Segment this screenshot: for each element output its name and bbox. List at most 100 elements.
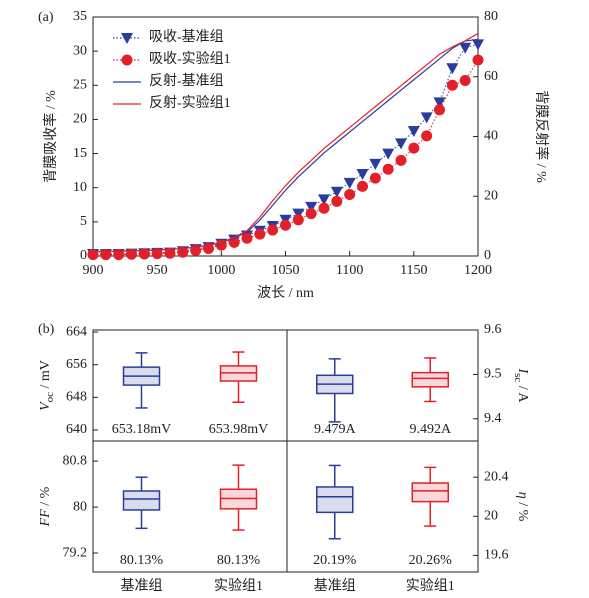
y-tick-label: 20.4 <box>484 469 509 484</box>
label-unit: / % <box>38 486 53 509</box>
label-unit: / mV <box>38 360 53 392</box>
x-tick-label: 基准组 <box>121 577 163 594</box>
circle-marker <box>254 228 266 240</box>
circle-marker <box>241 232 253 244</box>
y2-tick-label: 0 <box>484 248 491 263</box>
x-tick-label: 基准组 <box>314 577 356 594</box>
x-tick-label: 1050 <box>272 263 300 278</box>
x-tick-label: 1100 <box>336 263 363 278</box>
circle-marker <box>369 172 381 184</box>
x-tick-label: 实验组1 <box>406 578 455 594</box>
x-tick-label: 1200 <box>464 263 492 278</box>
triangle-marker <box>343 177 356 189</box>
circle-marker <box>292 214 304 226</box>
y-tick-label: 9.4 <box>484 411 502 426</box>
circle-marker <box>177 246 189 258</box>
x-tick-label: 1000 <box>207 263 235 278</box>
x-tick-label: 900 <box>83 263 104 278</box>
circle-marker <box>121 54 133 66</box>
label-unit: / A <box>515 382 530 403</box>
triangle-marker <box>459 42 472 54</box>
mean-annotation: 653.18mV <box>112 422 172 437</box>
circle-marker <box>318 202 330 214</box>
y-tick-label: 25 <box>73 78 87 93</box>
label-symbol: η <box>515 492 530 499</box>
triangle-marker <box>395 138 407 150</box>
legend-label: 反射-基准组 <box>149 72 224 89</box>
series-line <box>93 32 479 253</box>
label-subscript: oc <box>44 392 56 403</box>
y-tick-label: 20 <box>484 508 498 523</box>
circle-marker <box>421 130 433 142</box>
circle-marker <box>408 142 420 154</box>
y2-axis-label: 背膜反射率 / % <box>533 90 550 183</box>
mean-annotation: 9.492A <box>409 422 452 437</box>
legend-label: 吸收-实验组1 <box>149 51 231 67</box>
mean-annotation: 80.13% <box>120 553 164 568</box>
circle-marker <box>267 224 279 236</box>
triangle-marker <box>356 169 369 181</box>
y2-tick-label: 20 <box>484 188 498 203</box>
circle-marker <box>382 163 394 175</box>
circle-marker <box>344 189 356 201</box>
panel-frame <box>286 440 479 573</box>
panel-label: (a) <box>38 10 54 25</box>
y-tick-label: 20 <box>73 112 87 127</box>
circle-marker <box>100 249 112 261</box>
y-tick-label: 9.6 <box>484 322 502 337</box>
triangle-marker <box>305 201 318 213</box>
label-symbol: I <box>515 367 530 374</box>
y-tick-label: 35 <box>73 9 87 24</box>
box <box>316 486 354 514</box>
y2-tick-label: 80 <box>484 9 498 24</box>
y-axis-label: FF / % <box>38 486 53 527</box>
triangle-marker <box>330 186 343 198</box>
y2-tick-label: 60 <box>484 69 498 84</box>
y-tick-label: 648 <box>66 390 87 405</box>
circle-marker <box>446 79 458 91</box>
triangle-marker <box>407 126 420 138</box>
x-axis-label: 波长 / nm <box>257 285 314 301</box>
y-tick-label: 640 <box>66 422 87 437</box>
y-tick-label: 0 <box>80 248 87 263</box>
box <box>411 371 449 388</box>
mean-annotation: 653.98mV <box>209 422 269 437</box>
triangle-marker <box>121 33 133 44</box>
box <box>411 482 449 503</box>
circle-marker <box>151 248 163 260</box>
mean-annotation: 80.13% <box>217 553 261 568</box>
triangle-marker <box>446 63 459 75</box>
triangle-marker <box>318 194 330 206</box>
circle-marker <box>280 219 291 231</box>
circle-marker <box>395 154 407 166</box>
y-axis-label: 背膜吸收率 / % <box>42 90 59 183</box>
label-symbol: FF <box>38 509 53 528</box>
y-tick-label: 79.2 <box>63 545 88 560</box>
y-tick-label: 9.5 <box>484 367 502 382</box>
y-tick-label: 10 <box>73 180 87 195</box>
circle-marker <box>472 54 484 66</box>
box <box>122 490 161 511</box>
mean-annotation: 20.19% <box>313 553 357 568</box>
circle-marker <box>357 180 368 192</box>
triangle-marker <box>369 158 382 170</box>
y-axis-label: Isc / A <box>512 367 529 403</box>
triangle-marker <box>292 208 305 220</box>
circle-marker <box>164 247 176 259</box>
y-axis-label: η / % <box>515 492 530 522</box>
y-tick-label: 664 <box>66 324 87 339</box>
y-tick-label: 80.8 <box>63 453 88 468</box>
triangle-marker <box>433 97 446 109</box>
triangle-marker <box>472 39 484 51</box>
label-unit: / % <box>515 499 530 522</box>
y-tick-label: 15 <box>73 146 87 161</box>
circle-marker <box>459 75 471 87</box>
mean-annotation: 9.479A <box>314 422 357 437</box>
y-tick-label: 5 <box>80 214 87 229</box>
circle-marker <box>87 249 99 261</box>
label-symbol: V <box>38 401 53 411</box>
x-tick-label: 实验组1 <box>214 578 263 594</box>
mean-annotation: 20.26% <box>409 553 453 568</box>
circle-marker <box>434 104 445 116</box>
